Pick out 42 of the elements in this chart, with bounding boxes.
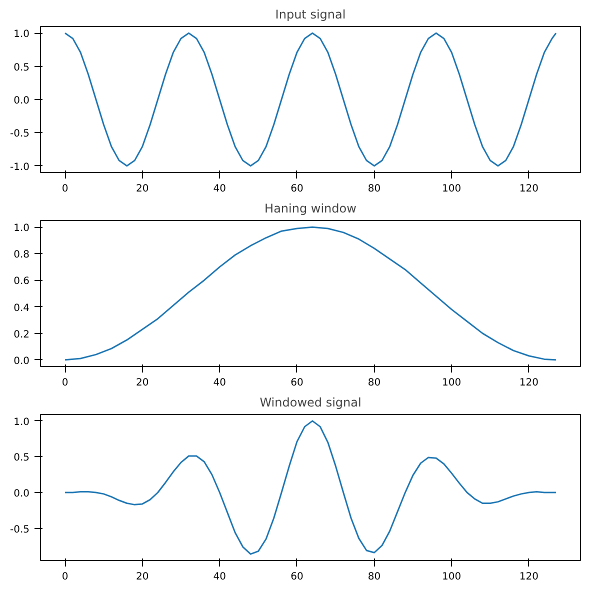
chart-title: Windowed signal <box>260 396 362 410</box>
y-tick-label: -0.5 <box>10 524 30 536</box>
x-tick-label: 0 <box>62 572 68 582</box>
x-tick-label: 0 <box>62 378 68 388</box>
chart-title: Haning window <box>264 202 357 216</box>
x-tick-label: 40 <box>213 572 226 582</box>
y-tick-label: -1.0 <box>10 162 30 173</box>
y-tick-label: 0.0 <box>14 488 30 500</box>
x-tick-label: 20 <box>136 572 149 582</box>
y-tick-label: 1.0 <box>14 29 30 40</box>
x-tick-label: 80 <box>368 184 381 194</box>
y-tick-label: 0.5 <box>14 452 30 464</box>
x-tick-label: 60 <box>290 572 304 582</box>
x-tick-label: 120 <box>519 184 538 194</box>
x-tick-label: 20 <box>136 378 149 388</box>
x-tick-label: 80 <box>368 572 381 582</box>
y-tick-label: 0.6 <box>14 276 30 288</box>
x-tick-label: 120 <box>519 572 538 582</box>
x-tick-label: 20 <box>136 184 149 194</box>
chart-title: Input signal <box>275 8 346 22</box>
y-tick-label: 0.4 <box>14 302 30 314</box>
x-tick-label: 100 <box>442 184 462 194</box>
y-tick-label: 0.0 <box>14 356 30 367</box>
x-tick-label: 40 <box>213 378 226 388</box>
y-tick-label: 0.0 <box>14 96 30 106</box>
x-tick-label: 100 <box>442 378 462 388</box>
x-tick-label: 60 <box>290 184 304 194</box>
x-tick-label: 60 <box>290 378 304 388</box>
y-tick-label: 0.5 <box>14 62 30 74</box>
line-series <box>64 226 557 361</box>
x-tick-label: 40 <box>213 184 226 194</box>
x-tick-label: 80 <box>368 378 381 388</box>
y-tick-label: 0.2 <box>14 329 30 340</box>
x-tick-label: 120 <box>519 378 538 388</box>
y-tick-label: 0.8 <box>14 250 30 261</box>
line-series <box>64 32 557 167</box>
y-tick-label: 1.0 <box>14 223 30 234</box>
y-tick-label: -0.5 <box>10 128 30 140</box>
y-tick-label: 1.0 <box>14 416 30 428</box>
x-tick-label: 0 <box>62 184 68 194</box>
x-tick-label: 100 <box>442 572 462 582</box>
line-series <box>64 420 557 555</box>
